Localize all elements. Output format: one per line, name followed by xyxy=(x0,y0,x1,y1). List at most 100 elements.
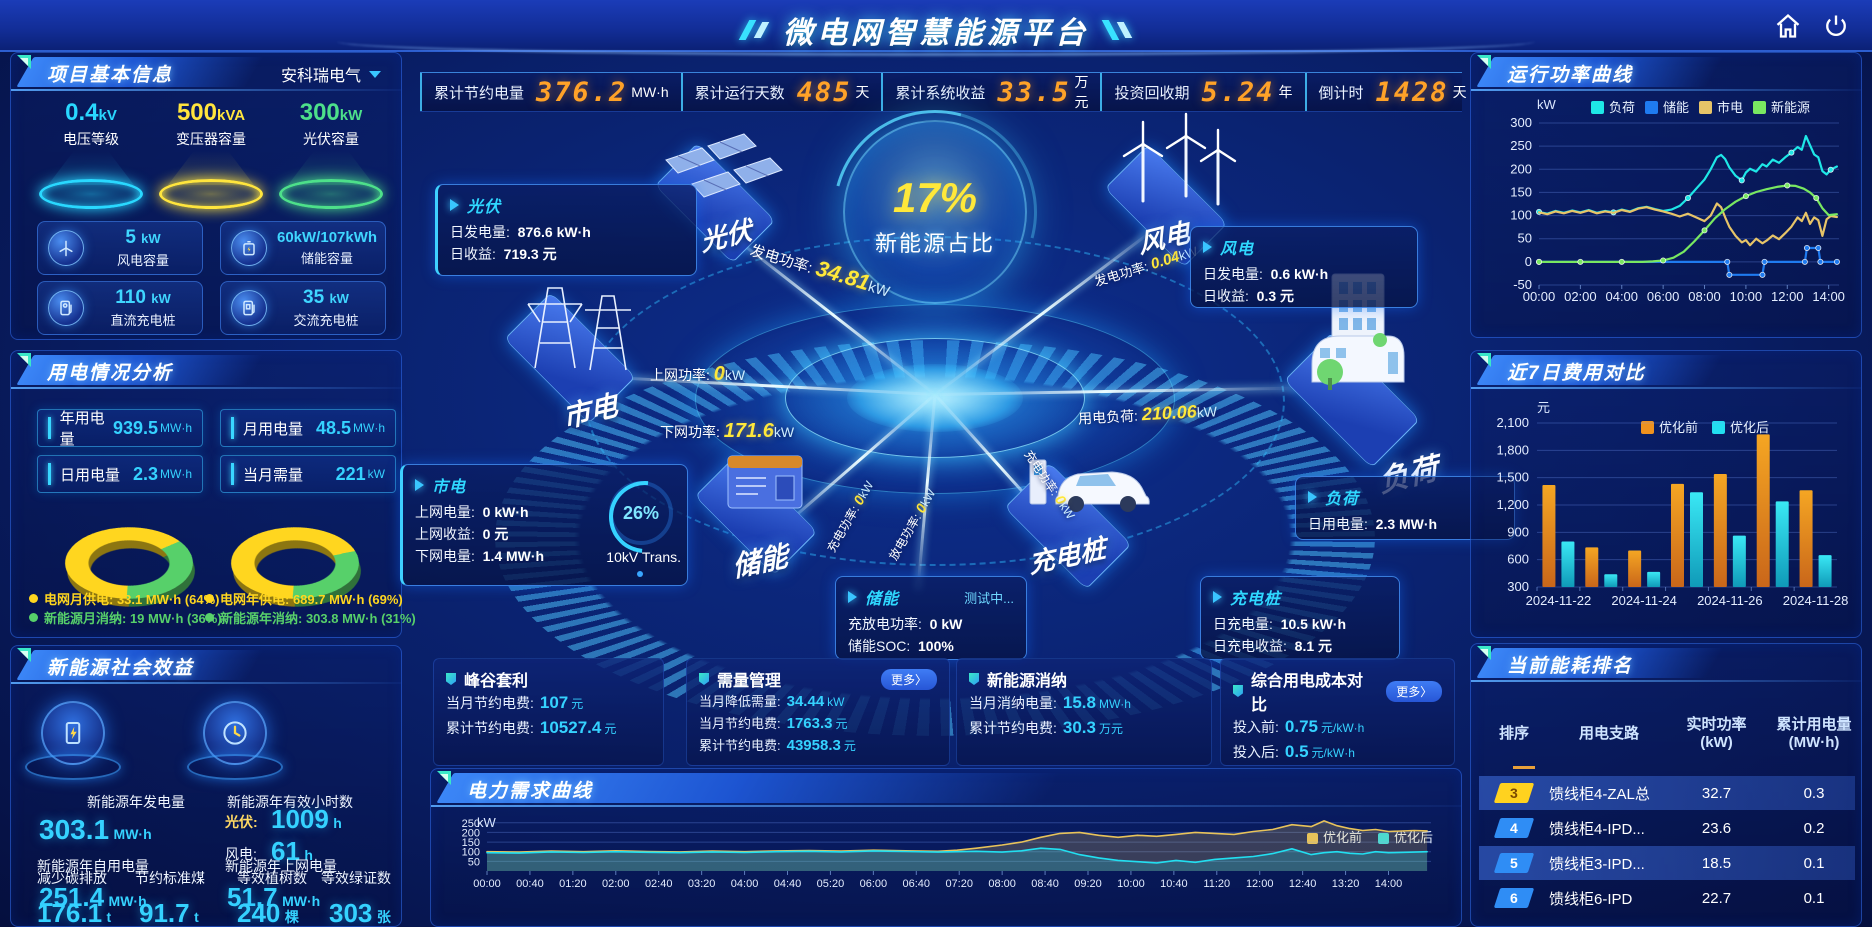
more-button[interactable]: 更多〉 xyxy=(880,668,937,690)
social-item-label-5: 减少碳排放 xyxy=(37,870,107,886)
branch-name: 馈线柜6-IPD xyxy=(1549,890,1633,908)
svg-text:100: 100 xyxy=(1510,208,1532,223)
svg-text:50: 50 xyxy=(1518,231,1532,246)
run-power-axis-unit: kW xyxy=(1537,97,1556,112)
realtime-power: 18.5 xyxy=(1701,854,1732,872)
cost-axis-unit: 元 xyxy=(1537,400,1551,415)
svg-text:02:40: 02:40 xyxy=(645,878,673,890)
svg-text:09:20: 09:20 xyxy=(1074,878,1102,890)
storage-info-card: 储能 测试中... 充放电功率: 0 kW 储能SOC: 100% xyxy=(835,576,1027,660)
social-item-label-3: 风电: xyxy=(225,846,257,862)
legend-item: 负荷 xyxy=(1591,97,1635,116)
svg-text:04:00: 04:00 xyxy=(731,878,759,890)
benefit-row-0: 当月节约电费: 107 元 xyxy=(446,693,584,712)
svg-text:10:00: 10:00 xyxy=(1117,878,1145,890)
more-button[interactable]: 更多〉 xyxy=(1386,680,1442,702)
storage-status-badge: 测试中... xyxy=(964,590,1014,606)
svg-text:300: 300 xyxy=(1510,115,1532,130)
power-stat-1: 月用电量 48.5 MW·h xyxy=(220,409,396,447)
kpi-payback-period: 投资回收期 5.24 年 xyxy=(1100,73,1304,111)
transmission-tower-icon xyxy=(527,287,631,371)
benefit-card-title: 需量管理 xyxy=(717,673,782,690)
benefit-card-title: 峰谷套利 xyxy=(464,673,529,690)
social-item-value-9: 303 张 xyxy=(329,898,391,927)
benefit-card-title: 新能源消纳 xyxy=(987,673,1068,690)
company-select[interactable]: 安科瑞电气 xyxy=(281,62,381,86)
social-item-value-2: 1009 h xyxy=(271,804,342,834)
ranking-header-1: 用电支路 xyxy=(1578,725,1639,742)
card-row-0: 日发电量: 876.6 kW·h xyxy=(450,224,591,240)
wind-turbine-icon xyxy=(48,230,84,266)
rank-badge: 3 xyxy=(1493,783,1535,803)
donut-legend-0: 电网月供电: 33.1 MW·h (64%) xyxy=(29,589,220,608)
panel-demand-curve: 电力需求曲线 kW 优化前 优化后 50 100 150 200 250 00:00 00:4… xyxy=(430,768,1462,927)
branch-name: 馈线柜3-IPD... xyxy=(1549,855,1645,873)
donut-legend-1: 新能源月消纳: 19 MW·h (36%) xyxy=(29,608,222,627)
pv-info-card: 光伏 日发电量: 876.6 kW·h 日收益: 719.3 元 xyxy=(435,184,697,276)
svg-text:12:00: 12:00 xyxy=(1246,878,1274,890)
benefit-row-0: 当月降低需量: 34.44 kW xyxy=(699,693,845,710)
wind-info-card: 风电 日发电量: 0.6 kW·h 日收益: 0.3 元 xyxy=(1190,226,1418,308)
svg-text:05:20: 05:20 xyxy=(817,878,845,890)
panel-corner-icon xyxy=(437,771,453,787)
cost-compare-chart: 300 600 900 1,200 1,500 1,800 2,100 2024-11-22 2… xyxy=(1496,415,1848,608)
chevron-right-icon xyxy=(848,591,857,603)
svg-text:12:00: 12:00 xyxy=(1771,289,1804,304)
battery-icon xyxy=(231,230,267,266)
card-row-0: 日用电量: 2.3 MW·h xyxy=(1308,516,1438,532)
rank-badge: 4 xyxy=(1493,818,1535,838)
solar-panel-icon xyxy=(665,133,783,198)
panel-power-analysis: 用电情况分析 年用电量 939.5 MW·h 月用电量 48.5 MW·h 日用电量 2.3 M… xyxy=(10,350,416,638)
card-row-1: 日收益: 719.3 元 xyxy=(450,246,557,262)
top-bar: 微电网智慧能源平台 xyxy=(0,0,1872,52)
chevron-right-icon xyxy=(1308,491,1317,503)
rank-badge: 5 xyxy=(1493,853,1535,873)
benefit-row-1: 累计节约电费: 10527.4 元 xyxy=(446,718,617,737)
social-item-value-0: 303.1 MW·h xyxy=(39,814,152,845)
benefit-row-2: 累计节约电费: 43958.3 元 xyxy=(699,737,856,754)
transformer-load-gauge: 26% xyxy=(609,481,673,545)
capacity-pedestal-0: 0.4kV 电压等级 xyxy=(33,99,149,209)
gauge-dot xyxy=(637,571,643,577)
svg-text:14:00: 14:00 xyxy=(1375,878,1403,890)
benefit-card-title: 综合用电成本对比 xyxy=(1250,673,1363,714)
ranking-scroll-indicator xyxy=(1513,766,1535,769)
capacity-pedestal-1: 500kVA 变压器容量 xyxy=(153,99,269,209)
svg-text:02:00: 02:00 xyxy=(1564,289,1597,304)
ac-charger-icon xyxy=(231,290,267,326)
chevron-right-icon xyxy=(1203,241,1212,253)
svg-text:2024-11-26: 2024-11-26 xyxy=(1697,593,1763,608)
pedestal-ring xyxy=(25,754,121,780)
home-icon[interactable] xyxy=(1774,12,1802,40)
panel-project-info-title: 项目基本信息 xyxy=(47,65,174,86)
benefit-card-2: 新能源消纳 当月消纳电量: 15.8 MW·h 累计节约电费: 30.3 万元 xyxy=(956,658,1212,766)
company-select-value: 安科瑞电气 xyxy=(280,68,361,85)
social-item-value-5: 176.1 t xyxy=(37,898,112,927)
svg-text:2024-11-24: 2024-11-24 xyxy=(1611,593,1677,608)
capacity-pedestal-2: 300kW 光伏容量 xyxy=(273,99,389,209)
panel-energy-ranking-title: 当前能耗排名 xyxy=(1507,656,1634,677)
power-stat-2: 日用电量 2.3 MW·h xyxy=(37,455,203,493)
social-item-value-8: 240 棵 xyxy=(237,898,299,927)
donut-legend-3: 新能源年消纳: 303.8 MW·h (31%) xyxy=(205,608,416,627)
svg-text:150: 150 xyxy=(1510,184,1532,199)
donut-legend-2: 电网年供电: 689.7 MW·h (69%) xyxy=(205,589,403,608)
social-item-label-7: 新能源年上网电量 xyxy=(225,858,337,874)
svg-text:2024-11-22: 2024-11-22 xyxy=(1526,593,1592,608)
total-energy: 0.3 xyxy=(1803,784,1825,802)
realtime-power: 23.6 xyxy=(1701,819,1732,837)
renewable-share-value: 17% xyxy=(892,174,978,221)
social-item-value-6: 91.7 t xyxy=(139,898,199,927)
card-row-1: 日充电收益: 8.1 元 xyxy=(1213,638,1333,654)
benefit-row-1: 投入后: 0.5 元/kW·h xyxy=(1233,742,1355,761)
capacity-card-3: 35 kW 交流充电桩 xyxy=(220,281,386,335)
power-icon[interactable] xyxy=(1822,12,1850,40)
card-row-1: 上网收益: 0 元 xyxy=(415,526,509,542)
svg-text:01:20: 01:20 xyxy=(559,878,587,890)
social-item-value-4: 251.4 MW·h xyxy=(39,882,147,912)
flow-grid-export: 上网功率: 0kW xyxy=(650,363,746,385)
ranking-table-header: 排序 用电支路 实时功率 (kW) 累计用电量 (MW·h) xyxy=(1479,716,1855,752)
realtime-power: 32.7 xyxy=(1701,784,1732,802)
svg-text:900: 900 xyxy=(1507,524,1529,539)
